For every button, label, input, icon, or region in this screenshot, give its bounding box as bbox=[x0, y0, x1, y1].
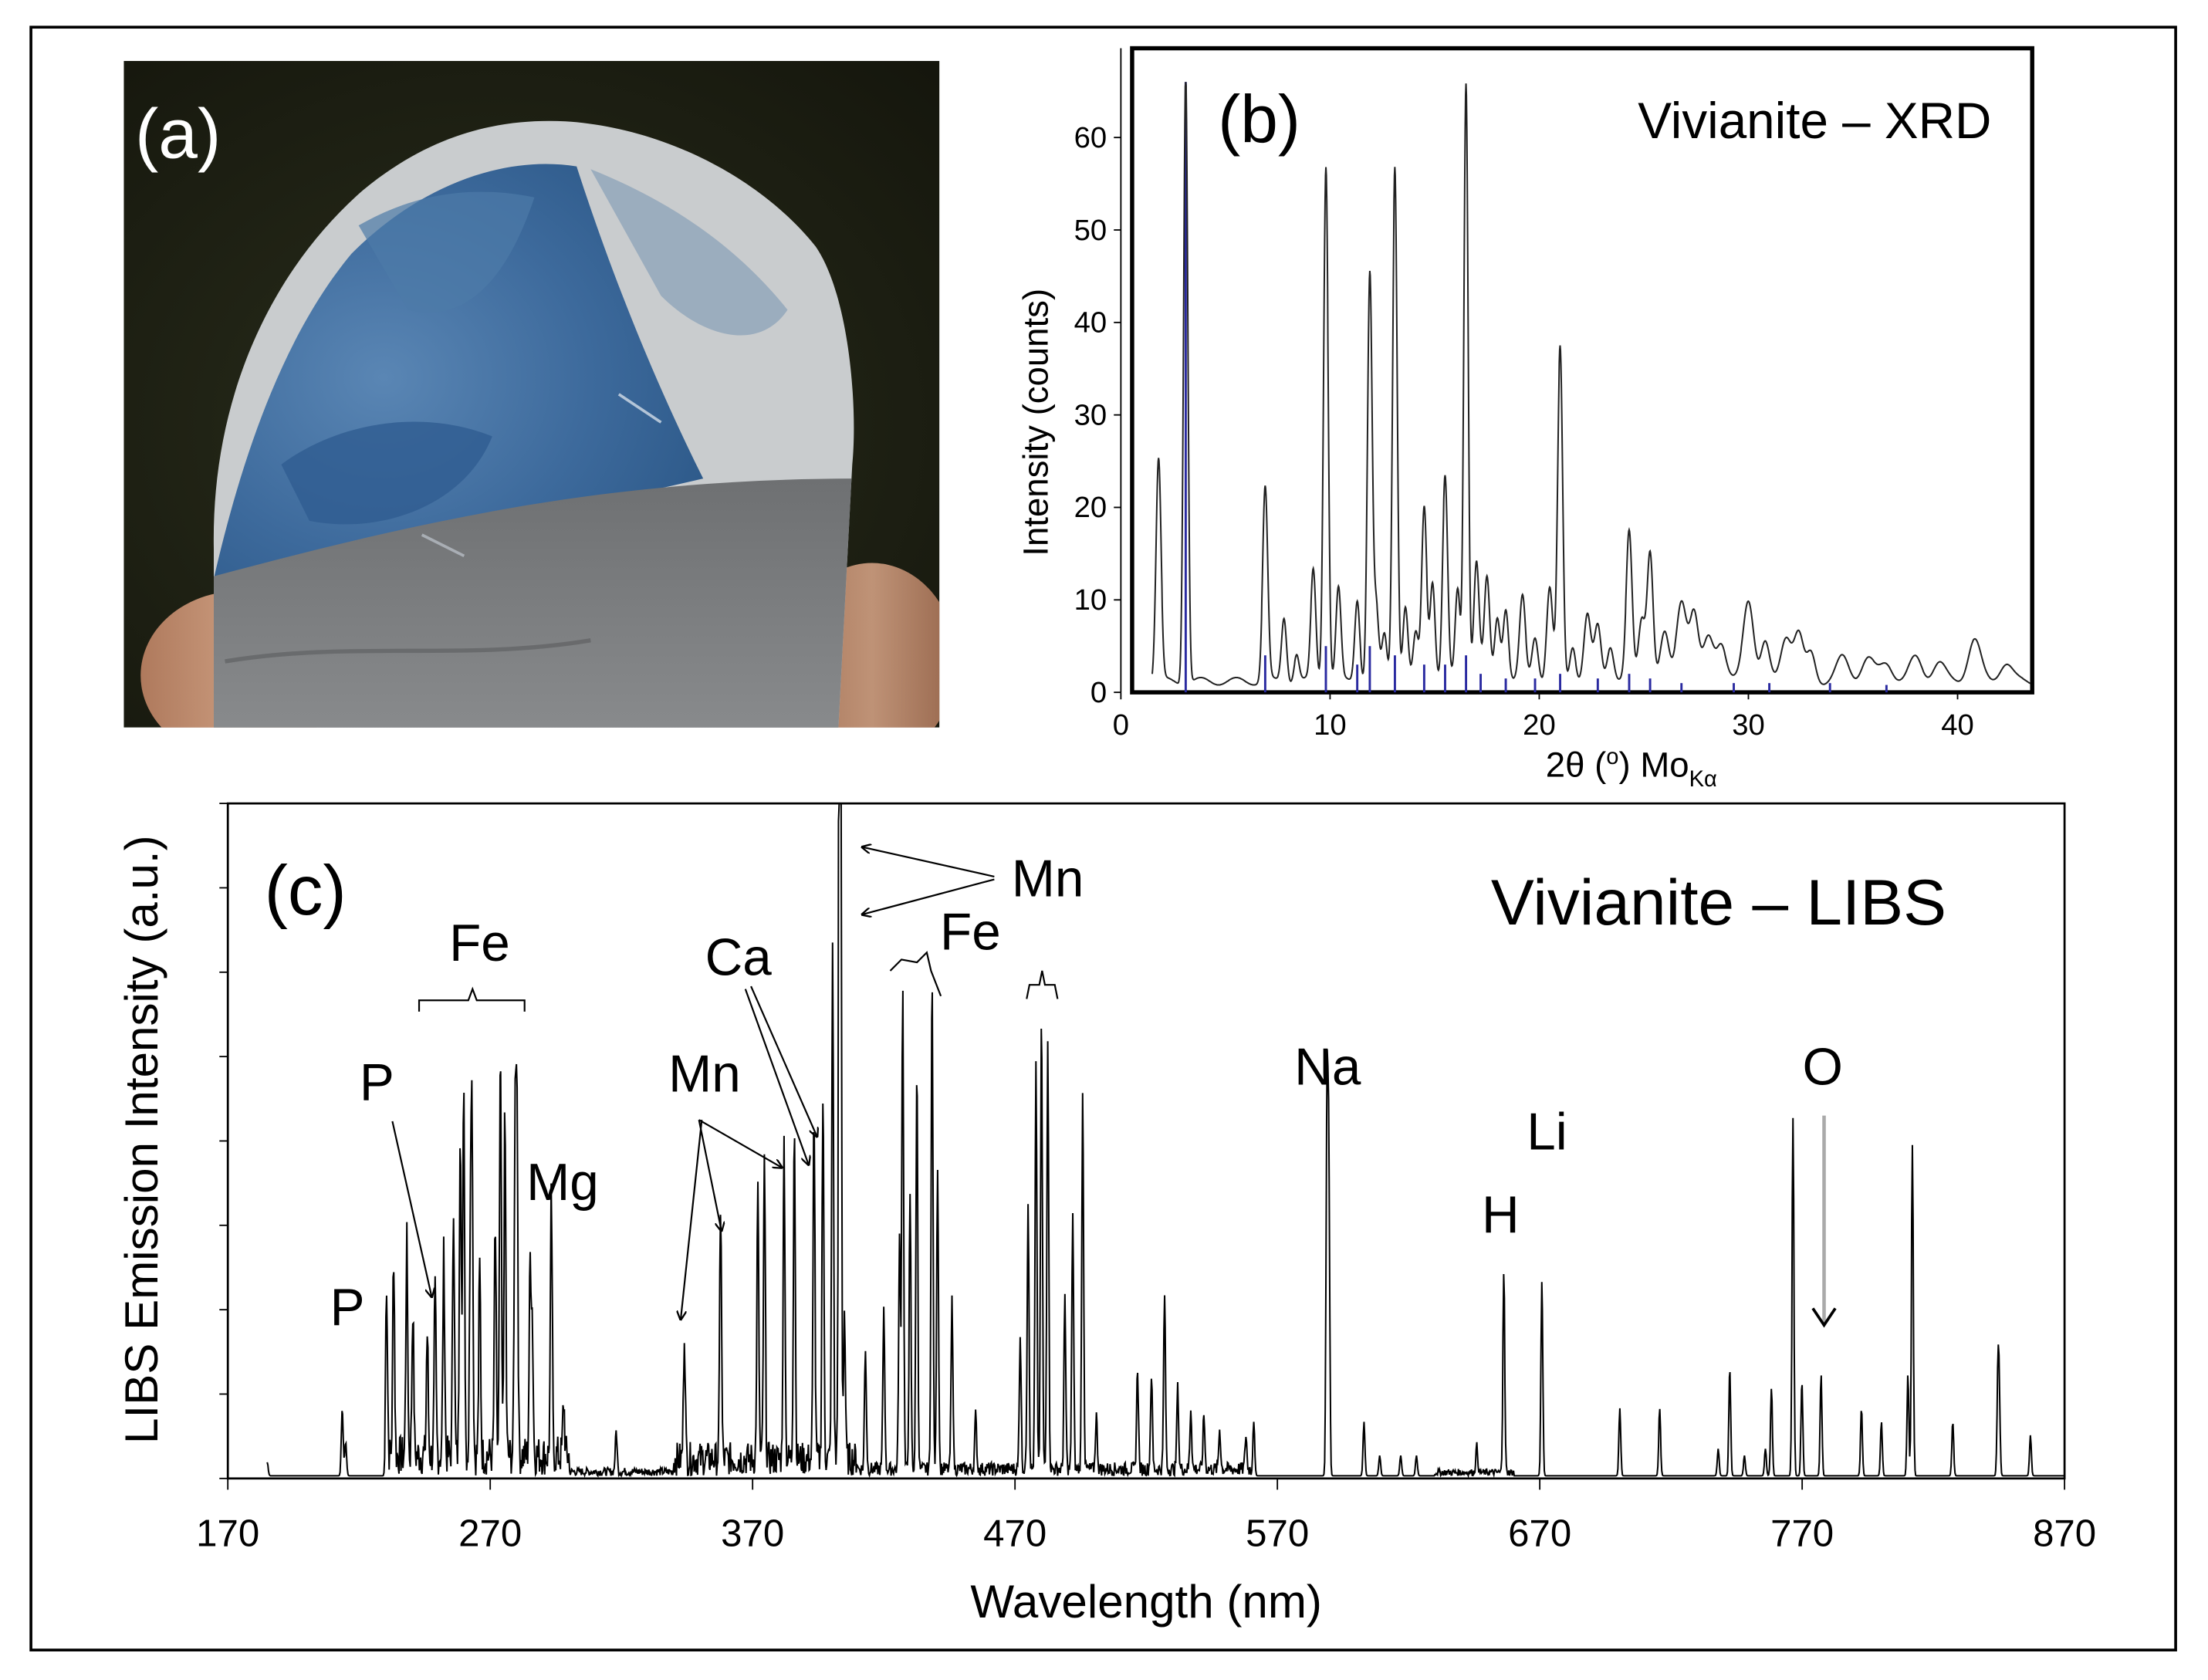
xrd-chart: 0 10 20 30 40 50 60 0 10 20 30 40 (b) Vivianite – X… bbox=[1016, 46, 2034, 792]
libs-x-tick-label: 770 bbox=[1770, 1512, 1834, 1554]
libs-x-tick-label: 870 bbox=[2033, 1512, 2096, 1554]
figure-frame bbox=[29, 25, 2177, 1651]
panel-c-label: (c) bbox=[265, 852, 347, 930]
annotation-mn-1: Mn bbox=[668, 1046, 741, 1104]
libs-chart: 170 270 370 470 570 670 770 870 (c) Vivianite –… bbox=[116, 802, 2096, 1628]
libs-annotations: P P Fe Mg Mn Ca Mn Fe Na H Li O bbox=[330, 850, 1843, 1337]
xrd-y-tick-label: 40 bbox=[1074, 306, 1107, 340]
libs-x-tick-label: 570 bbox=[1246, 1512, 1309, 1554]
annotation-h: H bbox=[1482, 1186, 1520, 1244]
libs-y-axis-label: LIBS Emission Intensity (a.u.) bbox=[116, 835, 167, 1444]
libs-x-tick-label: 470 bbox=[983, 1512, 1047, 1554]
annotation-fe-1: Fe bbox=[449, 914, 510, 972]
annotation-fe-2: Fe bbox=[940, 904, 1001, 962]
bracket-fe-3 bbox=[1026, 970, 1059, 999]
xrd-y-tick-label: 20 bbox=[1074, 491, 1107, 524]
libs-spectrum-line bbox=[266, 803, 2065, 1479]
annotation-p-1: P bbox=[330, 1279, 365, 1337]
annotation-p-2: P bbox=[360, 1054, 394, 1112]
xrd-x-tick-label: 10 bbox=[1314, 708, 1347, 742]
annotation-mg: Mg bbox=[526, 1154, 599, 1212]
libs-x-tick-label: 270 bbox=[458, 1512, 522, 1554]
libs-title: Vivianite – LIBS bbox=[1491, 866, 1946, 938]
annotation-o: O bbox=[1802, 1039, 1842, 1097]
arrow-o-head bbox=[1811, 1307, 1837, 1328]
xrd-x-tick-label: 20 bbox=[1523, 708, 1556, 742]
xrd-x-axis-label: 2θ (o) MoKα bbox=[1546, 745, 1717, 792]
bracket-fe-2 bbox=[889, 951, 942, 997]
panel-b-label: (b) bbox=[1218, 82, 1300, 157]
xrd-y-axis-label: Intensity (counts) bbox=[1016, 289, 1056, 556]
arrow-mn-1b bbox=[698, 1119, 722, 1231]
libs-x-tick-label: 370 bbox=[721, 1512, 784, 1554]
xrd-title: Vivianite – XRD bbox=[1638, 93, 1991, 149]
arrow-p bbox=[391, 1121, 431, 1297]
xrd-reference-sticks bbox=[1184, 82, 1888, 693]
libs-plot-frame bbox=[226, 802, 2066, 1480]
libs-x-axis-label: Wavelength (nm) bbox=[970, 1576, 1322, 1628]
libs-x-tick-label: 670 bbox=[1508, 1512, 1571, 1554]
libs-axes: 170 270 370 470 570 670 770 870 bbox=[196, 803, 2096, 1554]
arrow-mn-2a bbox=[862, 847, 995, 877]
arrow-mn-2b bbox=[862, 878, 995, 915]
libs-x-tick-label: 170 bbox=[196, 1512, 259, 1554]
xrd-axes: 0 10 20 30 40 50 60 0 10 20 30 40 bbox=[1074, 48, 1974, 742]
xrd-y-tick-label: 0 bbox=[1090, 676, 1107, 709]
arrow-ca-2 bbox=[750, 985, 817, 1137]
annotation-mn-2: Mn bbox=[1012, 850, 1084, 908]
xrd-y-tick-label: 30 bbox=[1074, 398, 1107, 431]
bracket-fe-1 bbox=[418, 986, 526, 1012]
xrd-x-tick-label: 30 bbox=[1732, 708, 1765, 742]
annotation-ca: Ca bbox=[705, 928, 773, 986]
panel-a-photo: (a) bbox=[123, 60, 940, 728]
xrd-x-tick-label: 0 bbox=[1113, 708, 1129, 742]
annotation-li: Li bbox=[1527, 1103, 1567, 1161]
xrd-y-tick-label: 50 bbox=[1074, 214, 1107, 247]
arrow-mn-1c bbox=[698, 1119, 783, 1168]
arrow-ca-1 bbox=[744, 989, 809, 1165]
libs-annotation-arrows bbox=[391, 847, 1837, 1328]
annotation-na: Na bbox=[1294, 1039, 1361, 1097]
xrd-y-tick-label: 10 bbox=[1074, 583, 1107, 617]
xrd-plot-frame bbox=[1130, 46, 2034, 695]
arrow-mn-1a bbox=[681, 1120, 703, 1320]
xrd-x-tick-label: 40 bbox=[1941, 708, 1974, 742]
panel-a-label: (a) bbox=[135, 96, 221, 174]
xrd-y-tick-label: 60 bbox=[1074, 121, 1107, 154]
xrd-pattern-line bbox=[1151, 82, 2031, 686]
